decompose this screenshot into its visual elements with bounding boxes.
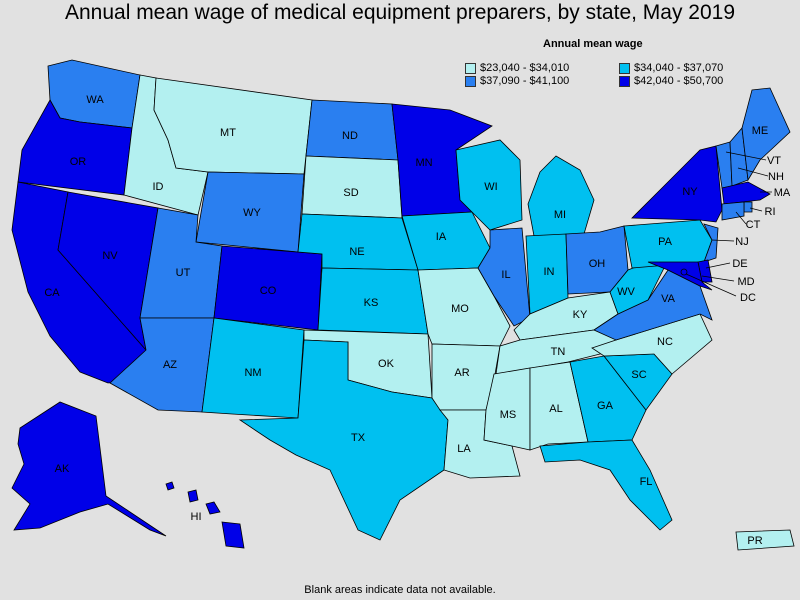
label-de: DE [732,258,747,270]
state-fl[interactable] [539,439,673,531]
state-mi[interactable] [527,155,595,237]
state-wi[interactable] [455,139,523,231]
label-in: IN [544,266,555,278]
legend: Annual mean wage $23,040 - $34,010 $34,0… [465,38,785,87]
state-label-layer: WA OR CA NV ID MT WY UT AZ CO NM ND SD N… [44,94,791,547]
label-ky: KY [573,309,588,321]
footnote: Blank areas indicate data not available. [304,584,496,596]
legend-item-bin3: $37,090 - $41,100 [465,75,615,87]
state-tx[interactable] [238,339,449,541]
label-hi: HI [191,511,202,523]
label-nd: ND [342,130,358,142]
legend-label: $34,040 - $37,070 [634,62,724,74]
label-co: CO [260,285,277,297]
label-mi: MI [554,209,566,221]
label-mo: MO [451,303,469,315]
label-va: VA [661,293,676,305]
state-pr[interactable] [735,529,795,551]
label-nj: NJ [735,236,748,248]
label-ga: GA [597,400,614,412]
label-ms: MS [500,409,517,421]
label-ma: MA [774,187,791,199]
label-ok: OK [378,358,395,370]
state-ga[interactable] [569,355,647,443]
label-wv: WV [617,286,635,298]
state-ri[interactable] [743,201,753,213]
label-nv: NV [102,250,118,262]
label-wi: WI [484,181,497,193]
legend-swatch [619,75,630,87]
label-al: AL [549,403,562,415]
label-ny: NY [682,186,698,198]
state-dc[interactable] [680,268,688,276]
label-vt: VT [767,155,781,167]
state-ak[interactable] [11,401,167,537]
legend-label: $23,040 - $34,010 [480,62,570,74]
state-ny[interactable] [631,145,723,223]
legend-item-bin1: $23,040 - $34,010 [465,62,615,74]
label-tx: TX [351,432,366,444]
leader-lines [685,151,772,297]
label-mn: MN [415,157,432,169]
label-sd: SD [343,187,358,199]
label-nm: NM [244,367,261,379]
label-ri: RI [765,206,776,218]
legend-swatch [619,62,630,74]
legend-swatch [465,75,476,87]
label-mt: MT [220,127,236,139]
legend-label: $42,040 - $50,700 [634,75,724,87]
state-mt[interactable] [153,77,313,175]
label-ut: UT [176,267,191,279]
label-md: MD [737,276,754,288]
label-ks: KS [364,297,379,309]
legend-title: Annual mean wage [543,38,643,50]
state-nm[interactable] [201,317,305,419]
label-wy: WY [243,207,261,219]
state-ma[interactable] [721,181,771,205]
label-nc: NC [657,336,673,348]
label-az: AZ [163,359,177,371]
label-pr: PR [747,535,762,547]
legend-item-bin4: $42,040 - $50,700 [619,75,769,87]
state-il[interactable] [477,227,531,327]
state-me[interactable] [741,87,791,182]
label-ne: NE [349,246,364,258]
label-ia: IA [436,231,447,243]
legend-swatch [465,62,476,74]
label-la: LA [457,443,471,455]
label-ct: CT [746,219,761,231]
label-fl: FL [640,476,653,488]
label-pa: PA [658,236,673,248]
label-me: ME [752,125,769,137]
label-il: IL [501,269,510,281]
state-nj[interactable] [703,223,719,263]
label-tn: TN [551,346,566,358]
label-sc: SC [631,369,646,381]
label-oh: OH [589,258,606,270]
label-ca: CA [44,287,60,299]
map-title: Annual mean wage of medical equipment pr… [64,1,736,24]
state-hi[interactable] [165,481,245,549]
state-al[interactable] [529,361,589,451]
label-ak: AK [55,463,70,475]
label-ar: AR [454,367,469,379]
label-or: OR [70,156,87,168]
label-wa: WA [86,94,104,106]
legend-label: $37,090 - $41,100 [480,75,570,87]
label-id: ID [153,181,164,193]
label-dc: DC [740,292,756,304]
state-md[interactable] [647,261,713,291]
legend-item-bin2: $34,040 - $37,070 [619,62,769,74]
label-nh: NH [768,171,784,183]
